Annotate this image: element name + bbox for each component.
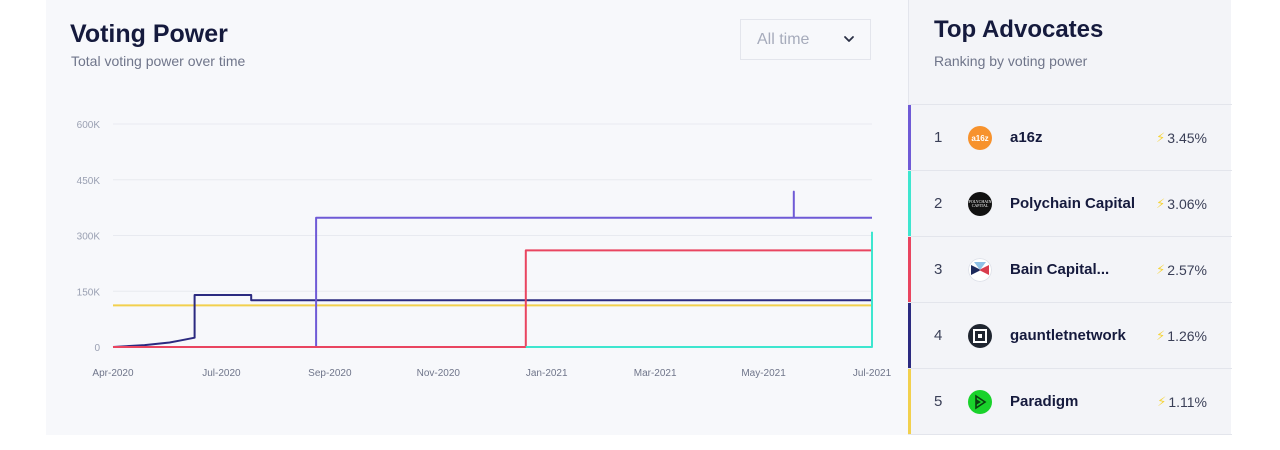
advocates-list: 1 a16z a16z ⚡ 3.45% 2 POLYCHAIN CAPITAL Polychai… (908, 104, 1232, 435)
advocate-logo: a16z (968, 126, 992, 150)
advocate-logo (968, 390, 992, 414)
x-tick-label: Sep-2020 (308, 368, 352, 379)
advocate-percent-value: 1.26% (1167, 327, 1207, 344)
voting-power-panel: Voting Power Total voting power over tim… (46, 0, 908, 435)
advocate-row-5[interactable]: 5 Paradigm ⚡ 1.11% (908, 369, 1232, 435)
advocate-row-3[interactable]: 3 Bain Capital... ⚡ 2.57% (908, 237, 1232, 303)
advocate-logo (968, 324, 992, 348)
advocate-color-bar (908, 171, 911, 236)
time-range-value: All time (757, 30, 810, 48)
advocate-row-2[interactable]: 2 POLYCHAIN CAPITAL Polychain Capital ⚡ 3.06% (908, 171, 1232, 237)
advocate-row-4[interactable]: 4 gauntletnetwork ⚡ 1.26% (908, 303, 1232, 369)
advocate-percent: ⚡ 3.45% (1156, 130, 1207, 146)
advocate-row-1[interactable]: 1 a16z a16z ⚡ 3.45% (908, 105, 1232, 171)
bolt-icon: ⚡ (1156, 129, 1166, 145)
time-range-select[interactable]: All time (740, 19, 871, 60)
top-advocates-panel: Top Advocates Ranking by voting power 1 a… (908, 0, 1232, 435)
series-line-5 (525, 231, 873, 348)
x-tick-label: Jul-2020 (202, 368, 241, 379)
bolt-icon: ⚡ (1156, 195, 1166, 211)
bolt-icon: ⚡ (1157, 393, 1167, 409)
series-line-3 (113, 190, 872, 348)
advocate-name[interactable]: Bain Capital... (1010, 261, 1110, 278)
advocates-title: Top Advocates (934, 16, 1104, 43)
advocate-percent-value: 3.06% (1167, 195, 1207, 212)
x-tick-label: Jan-2021 (526, 368, 568, 379)
y-tick-label: 0 (94, 343, 100, 354)
x-tick-label: Nov-2020 (417, 368, 461, 379)
y-tick-label: 450K (77, 176, 101, 187)
advocate-logo (968, 258, 992, 282)
x-tick-label: Jul-2021 (853, 368, 892, 379)
chart-title: Voting Power (70, 20, 228, 48)
bolt-icon: ⚡ (1156, 327, 1166, 343)
advocate-name[interactable]: a16z (1010, 129, 1043, 146)
advocate-percent: ⚡ 2.57% (1156, 262, 1207, 278)
y-tick-label: 600K (77, 120, 101, 131)
y-tick-label: 150K (77, 287, 101, 298)
advocate-rank: 3 (934, 261, 943, 278)
advocate-percent: ⚡ 1.11% (1157, 394, 1207, 410)
advocate-percent-value: 2.57% (1167, 261, 1207, 278)
advocate-rank: 4 (934, 327, 943, 344)
advocates-subtitle: Ranking by voting power (934, 53, 1088, 69)
advocate-rank: 2 (934, 195, 943, 212)
advocate-color-bar (908, 237, 911, 302)
advocate-rank: 5 (934, 393, 943, 410)
advocate-rank: 1 (934, 129, 943, 146)
advocate-percent-value: 1.11% (1168, 393, 1207, 410)
advocate-percent-value: 3.45% (1167, 129, 1207, 146)
advocate-color-bar (908, 303, 911, 368)
advocate-logo: POLYCHAIN CAPITAL (968, 192, 992, 216)
voting-power-chart: 0 150K 300K 450K 600K Apr-2020 Jul-2020 Sep-202… (77, 120, 892, 379)
y-tick-label: 300K (77, 232, 101, 243)
advocate-color-bar (908, 105, 911, 170)
chevron-down-icon (844, 36, 854, 42)
advocate-percent: ⚡ 3.06% (1156, 196, 1207, 212)
advocate-color-bar (908, 369, 911, 434)
advocate-percent: ⚡ 1.26% (1156, 328, 1207, 344)
bolt-icon: ⚡ (1156, 261, 1166, 277)
x-tick-label: Apr-2020 (92, 368, 134, 379)
series-line-2 (112, 294, 872, 348)
chart-subtitle: Total voting power over time (71, 53, 246, 69)
advocate-name[interactable]: Paradigm (1010, 393, 1079, 410)
x-tick-label: May-2021 (741, 368, 786, 379)
series-line-4 (113, 249, 872, 348)
advocate-name[interactable]: Polychain Capital (1010, 195, 1136, 212)
x-tick-label: Mar-2021 (634, 368, 677, 379)
advocate-name[interactable]: gauntletnetwork (1010, 327, 1126, 344)
